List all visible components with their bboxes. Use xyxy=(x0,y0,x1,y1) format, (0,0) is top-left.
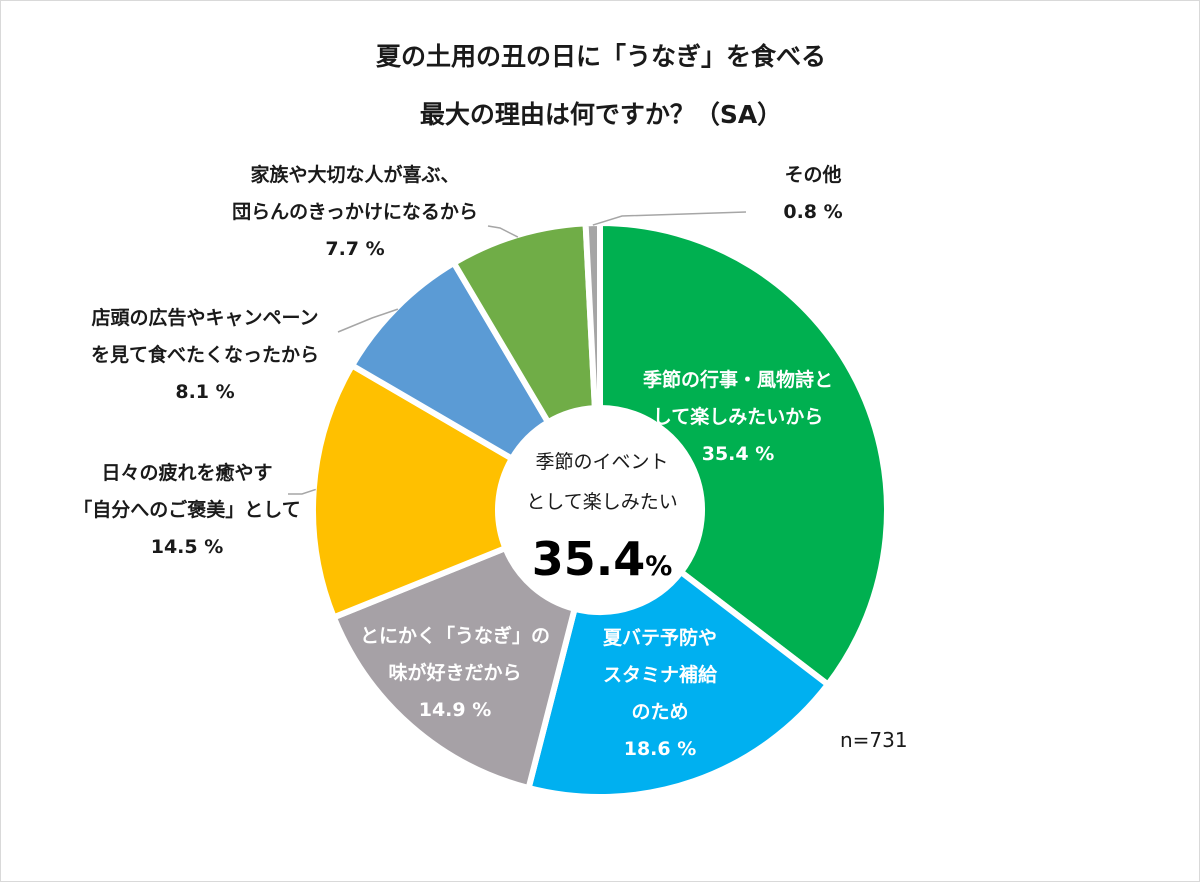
center-caption-line2: として楽しみたい xyxy=(526,491,678,513)
slice-label-reward: 日々の疲れを癒やす 「自分へのご褒美」として 14.5 % xyxy=(58,455,316,566)
slice-value-label: 0.8 % xyxy=(783,201,843,223)
leader-line-other xyxy=(592,211,747,226)
slice-value-label: 8.1 % xyxy=(175,381,235,403)
donut-slice-seasonal-event xyxy=(597,220,890,688)
slice-label-line: 日々の疲れを癒やす xyxy=(101,462,273,484)
slice-value-label: 7.7 % xyxy=(325,238,385,260)
slice-value-label: 35.4 % xyxy=(701,443,775,465)
center-value: 35.4% xyxy=(512,532,692,586)
chart-title-line2: 最大の理由は何ですか？（SA） xyxy=(419,100,783,129)
slice-label-line: 夏バテ予防や xyxy=(602,627,717,649)
slice-value-label: 14.5 % xyxy=(150,536,224,558)
slice-label-line: 味が好きだから xyxy=(388,662,522,684)
slice-label-seasonal-event: 季節の行事・風物詩と して楽しみたいから 35.4 % xyxy=(618,362,858,473)
leader-line-family xyxy=(487,225,519,238)
slice-label-other: その他 0.8 % xyxy=(758,157,868,231)
slice-label-taste: とにかく「うなぎ」の 味が好きだから 14.9 % xyxy=(350,618,560,729)
slice-value-label: 18.6 % xyxy=(623,738,697,760)
slice-label-line: 家族や大切な人が喜ぶ、 xyxy=(250,164,460,186)
slice-label-line: 店頭の広告やキャンペーン xyxy=(91,307,319,329)
slice-label-family: 家族や大切な人が喜ぶ、 団らんのきっかけになるから 7.7 % xyxy=(212,157,498,268)
chart-title-line1: 夏の土用の丑の日に「うなぎ」を食べる xyxy=(375,42,826,71)
leader-line-advertising xyxy=(337,308,399,333)
slice-label-line: 季節の行事・風物詩と xyxy=(642,369,833,391)
leader-line-reward xyxy=(288,488,316,495)
sample-size-label: n=731 xyxy=(840,728,908,752)
slice-label-line: のため xyxy=(631,701,689,723)
slice-label-line: 団らんのきっかけになるから xyxy=(232,201,478,223)
slice-value-label: 14.9 % xyxy=(418,699,492,721)
donut-slice-other xyxy=(582,219,603,412)
slice-label-advertising: 店頭の広告やキャンペーン を見て食べたくなったから 8.1 % xyxy=(74,300,336,411)
center-caption-line1: 季節のイベント xyxy=(535,451,669,473)
center-value-unit: % xyxy=(645,551,673,582)
slice-label-line: を見て食べたくなったから xyxy=(90,344,319,366)
slice-label-line: 「自分へのご褒美」として xyxy=(73,499,301,521)
slice-label-line: その他 xyxy=(784,164,842,186)
donut-slice-stamina xyxy=(525,569,831,800)
slice-label-line: して楽しみたいから xyxy=(652,406,824,428)
center-value-number: 35.4 xyxy=(531,532,646,586)
slice-label-line: とにかく「うなぎ」の xyxy=(359,625,550,647)
donut-slice-taste xyxy=(330,545,578,791)
slice-label-line: スタミナ補給 xyxy=(602,664,717,686)
slice-label-stamina: 夏バテ予防や スタミナ補給 のため 18.6 % xyxy=(560,620,760,768)
donut-slice-reward xyxy=(310,362,515,621)
